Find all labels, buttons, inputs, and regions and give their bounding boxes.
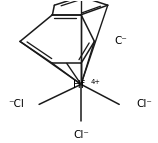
Text: Hf: Hf [73,80,85,90]
Text: Cl⁻: Cl⁻ [136,99,152,109]
Text: Cl⁻: Cl⁻ [73,130,89,140]
Text: 4+: 4+ [91,79,100,85]
Text: ⁻Cl: ⁻Cl [8,99,24,109]
Text: C⁻: C⁻ [114,36,127,46]
